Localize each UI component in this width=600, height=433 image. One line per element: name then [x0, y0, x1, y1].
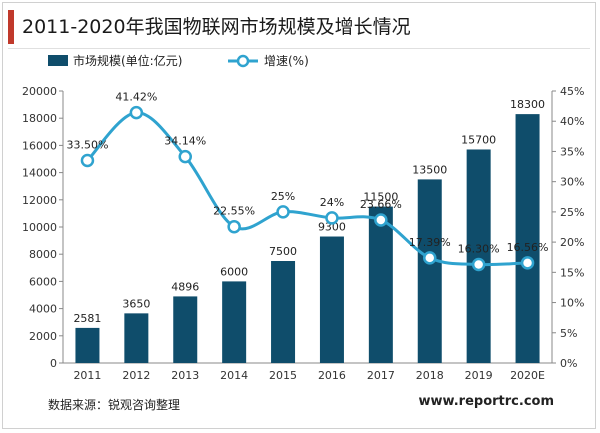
bar-labels: 2581 3650 4896 6000 7500 9300 11500 13500 15700 1…	[73, 98, 545, 325]
y-left-tick-label: 12000	[22, 194, 57, 207]
growth-value-label: 41.42%	[115, 91, 157, 104]
bar-value-label: 11500	[363, 191, 398, 204]
growth-labels: 33.50% 41.42% 34.14% 22.55% 25% 24% 23.66% 17.3…	[66, 91, 548, 256]
bar	[173, 296, 198, 363]
x-tick-label: 2017	[367, 369, 395, 382]
x-tick-label: 2014	[220, 369, 248, 382]
growth-value-label: 16.30%	[458, 242, 500, 255]
growth-value-label: 24%	[320, 196, 344, 209]
y-left-tick-label: 14000	[22, 167, 57, 180]
growth-point	[178, 149, 192, 164]
bar	[466, 149, 491, 363]
bar-value-label: 18300	[510, 98, 545, 111]
y-right-tick-label: 0%	[560, 357, 577, 370]
bar	[271, 261, 296, 363]
growth-point	[471, 257, 486, 272]
bar	[319, 236, 344, 363]
y-right-tick-label: 5%	[560, 327, 577, 340]
x-tick-label: 2015	[269, 369, 297, 382]
y-right-tick-label: 40%	[560, 115, 584, 128]
x-tick-label: 2013	[171, 369, 199, 382]
x-tick-label: 2016	[318, 369, 346, 382]
growth-point	[227, 219, 241, 234]
x-tick-label: 2018	[416, 369, 444, 382]
y-left-tick-label: 18000	[22, 112, 57, 125]
bar	[124, 313, 149, 363]
title-accent-bar	[8, 10, 14, 44]
bar-value-label: 2581	[73, 312, 101, 325]
y-left-tick-label: 8000	[29, 248, 57, 261]
growth-value-label: 33.50%	[66, 139, 108, 152]
growth-point	[325, 211, 339, 225]
bar	[368, 206, 393, 363]
growth-value-label: 25%	[271, 190, 295, 203]
legend-line-label: 增速(%)	[264, 54, 309, 68]
bar-value-label: 6000	[220, 265, 248, 278]
y-left-tick-label: 4000	[29, 303, 57, 316]
x-tick-label: 2019	[465, 369, 493, 382]
bar	[222, 281, 247, 363]
y-right-tick-label: 45%	[560, 85, 584, 98]
growth-value-label: 22.55%	[213, 205, 255, 218]
y-left-tick-label: 10000	[22, 221, 57, 234]
bar-value-label: 7500	[269, 245, 297, 258]
bars	[75, 114, 540, 364]
bar	[515, 114, 540, 364]
bar-value-label: 3650	[122, 297, 150, 310]
y-right-tick-label: 20%	[560, 236, 584, 249]
growth-point	[80, 153, 95, 168]
y-left-tick-label: 2000	[29, 330, 57, 343]
growth-value-label: 23.66%	[360, 198, 402, 211]
x-tick-label: 2011	[73, 369, 101, 382]
bar-value-label: 4896	[171, 280, 199, 293]
growth-line-path	[86, 111, 528, 267]
bar	[75, 327, 100, 363]
y-left-tick-label: 16000	[22, 139, 57, 152]
y-right-tick-label: 25%	[560, 206, 584, 219]
source-note: 数据来源：锐观咨询整理	[48, 398, 181, 412]
y-left-tick-label: 20000	[22, 85, 57, 98]
growth-point	[129, 105, 144, 120]
bar-value-label: 9300	[318, 221, 346, 234]
y-right-tick-label: 10%	[560, 297, 584, 310]
y-left-tick-label: 6000	[29, 275, 57, 288]
growth-value-label: 34.14%	[164, 135, 206, 148]
y-right-tick-label: 35%	[560, 145, 584, 158]
growth-point	[374, 213, 388, 227]
legend-bar-swatch	[48, 55, 68, 66]
y-right-tick-label: 15%	[560, 266, 584, 279]
y-right-tick-label: 30%	[560, 176, 584, 189]
legend: 市场规模(单位:亿元) 增速(%)	[48, 53, 309, 68]
bar-value-label: 15700	[461, 133, 496, 146]
title-divider	[8, 48, 590, 49]
chart-frame	[2, 2, 596, 429]
chart-title: 2011-2020年我国物联网市场规模及增长情况	[22, 16, 411, 38]
x-tick-label: 2020E	[510, 369, 545, 382]
legend-bar-label: 市场规模(单位:亿元)	[73, 53, 182, 68]
bar	[417, 179, 442, 363]
growth-point	[423, 251, 437, 265]
legend-line-marker	[236, 54, 250, 68]
growth-line	[80, 105, 535, 272]
bar-value-label: 13500	[412, 163, 447, 176]
growth-point	[276, 205, 290, 219]
x-tick-label: 2012	[122, 369, 150, 382]
axes: 0 2000 4000 6000 8000 10000 12000 14000 16000 180…	[22, 85, 584, 382]
y-left-tick-label: 0	[50, 357, 57, 370]
growth-point	[520, 256, 535, 270]
growth-value-label: 16.56%	[507, 241, 549, 254]
website-label: www.reportrc.com	[418, 394, 554, 409]
growth-value-label: 17.39%	[409, 236, 451, 249]
